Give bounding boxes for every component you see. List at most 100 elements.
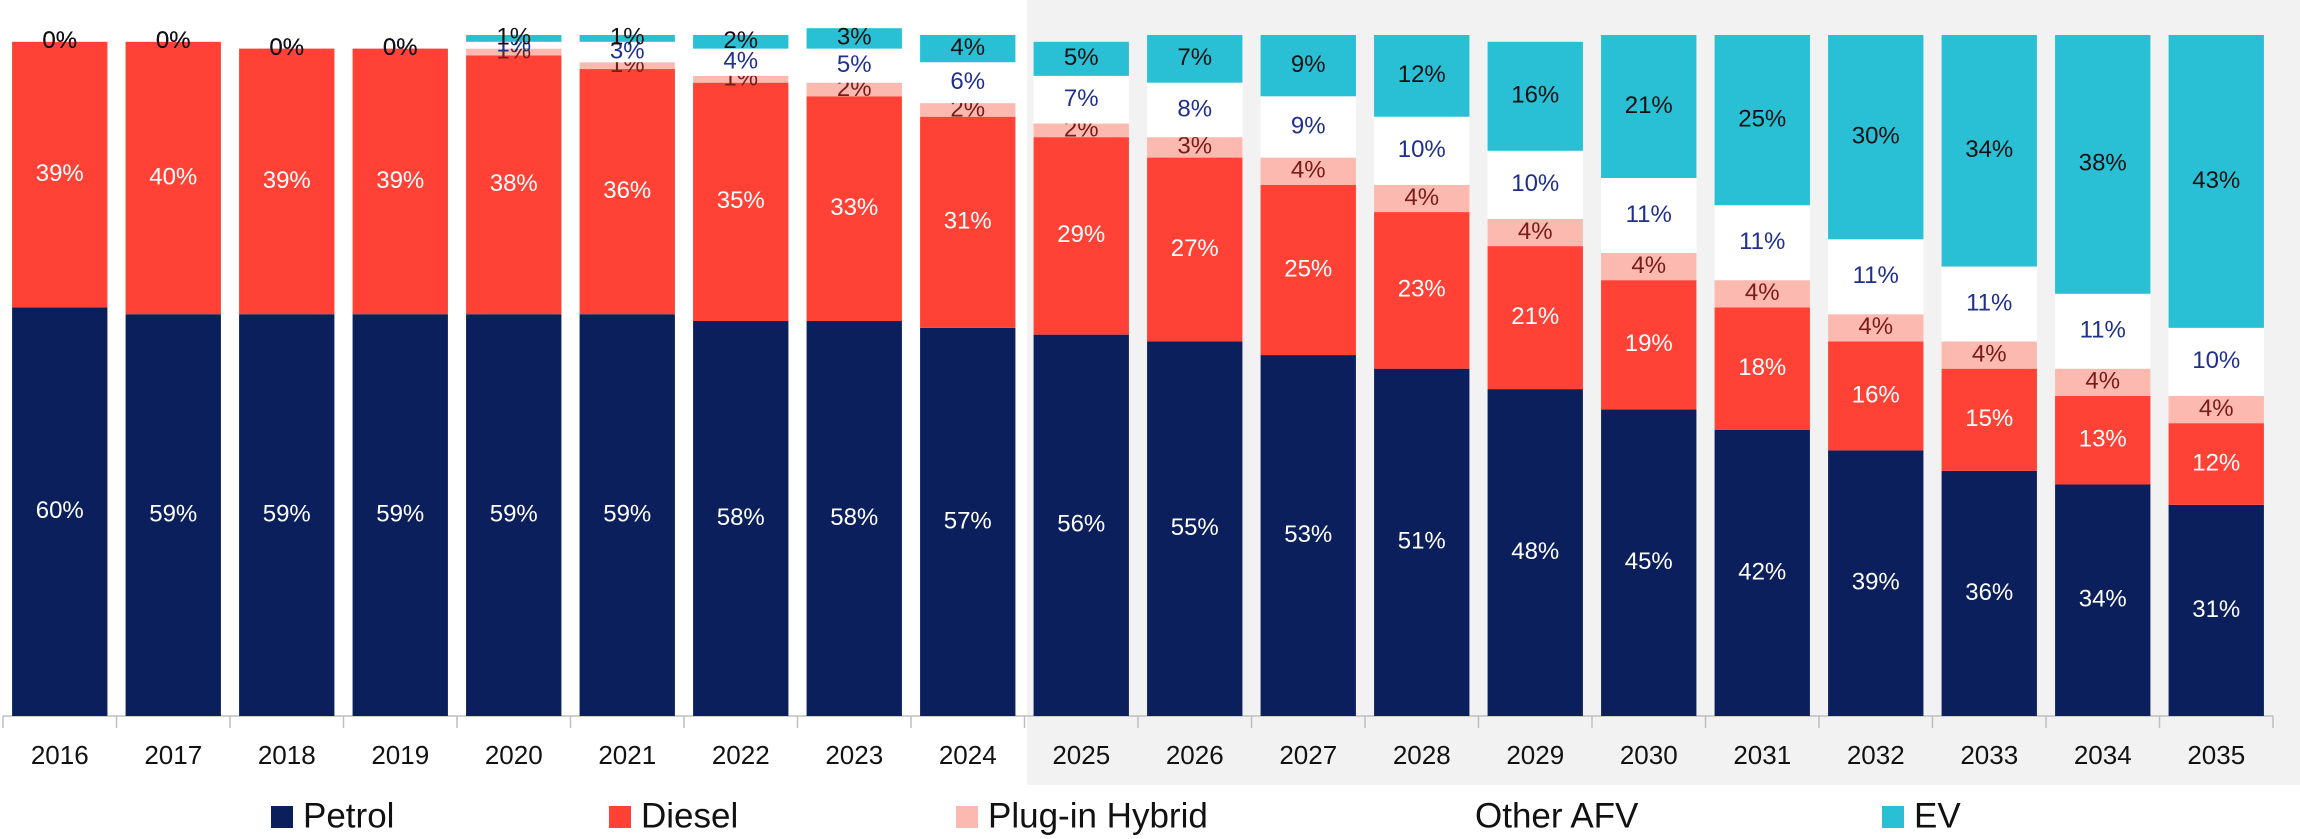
x-tick-label: 2030 <box>1620 740 1678 770</box>
data-label: 31% <box>944 208 992 235</box>
bar-segment <box>1374 35 1470 117</box>
data-label: 48% <box>1511 538 1559 565</box>
data-label: 34% <box>2079 586 2127 613</box>
bar-segment <box>466 35 562 42</box>
bar-segment <box>693 48 789 76</box>
data-label: 57% <box>944 507 992 534</box>
bar-segment <box>1374 368 1470 716</box>
bar-segment <box>1487 246 1583 390</box>
bar-segment <box>579 314 675 716</box>
bar-segment <box>579 41 675 63</box>
bar-segment <box>1033 123 1129 138</box>
bar-segment <box>1374 212 1470 369</box>
data-label: 42% <box>1738 558 1786 585</box>
legend-swatch <box>609 806 631 828</box>
bar-segment <box>1374 116 1470 185</box>
bar-segment <box>2168 395 2264 424</box>
data-label: 19% <box>1625 330 1673 357</box>
bar-segment <box>1374 184 1470 213</box>
bar-segment <box>920 103 1016 117</box>
bar-segment <box>2168 327 2264 396</box>
bar-segment <box>1487 389 1583 716</box>
bar-segment <box>239 314 335 716</box>
legend-swatch <box>1882 806 1904 828</box>
data-label: 31% <box>2192 596 2240 623</box>
data-label: 59% <box>149 500 197 527</box>
bar-segment <box>1601 280 1697 410</box>
data-label: 4% <box>1858 313 1893 340</box>
data-label: 8% <box>1177 95 1212 122</box>
x-tick-label: 2025 <box>1052 740 1110 770</box>
x-tick-label: 2029 <box>1506 740 1564 770</box>
bar-segment <box>1941 470 2037 716</box>
data-label: 10% <box>2192 347 2240 374</box>
data-label: 3% <box>610 37 645 64</box>
bar-segment <box>1033 75 1129 124</box>
legend-label: Diesel <box>641 796 738 835</box>
bar-segment <box>239 48 335 315</box>
bar-segment <box>1941 368 2037 471</box>
data-label: 56% <box>1057 511 1105 538</box>
bar-segment <box>1941 341 2037 369</box>
data-label: 6% <box>950 68 985 95</box>
bar-segment <box>806 96 902 322</box>
bar-segment <box>1828 341 1924 451</box>
bar-segment <box>352 48 448 315</box>
data-label: 36% <box>1965 579 2013 606</box>
bar-segment <box>1147 82 1243 138</box>
data-label: 38% <box>2079 150 2127 177</box>
data-label: 59% <box>603 500 651 527</box>
data-label: 58% <box>717 504 765 531</box>
data-label: 12% <box>2192 449 2240 476</box>
data-label: 58% <box>830 504 878 531</box>
bar-segment <box>1260 355 1356 716</box>
x-tick-label: 2023 <box>825 740 883 770</box>
data-label: 13% <box>2079 426 2127 453</box>
data-label: 59% <box>263 500 311 527</box>
data-label: 39% <box>376 167 424 194</box>
bar-segment <box>806 321 902 716</box>
bar-segment <box>2168 423 2264 505</box>
data-label: 21% <box>1625 92 1673 119</box>
data-label: 59% <box>490 500 538 527</box>
x-tick-label: 2024 <box>939 740 997 770</box>
x-tick-label: 2034 <box>2074 740 2132 770</box>
data-label: 11% <box>2080 317 2126 344</box>
data-label: 4% <box>1631 252 1666 279</box>
bar-segment <box>920 35 1016 63</box>
data-label: 60% <box>36 497 84 524</box>
bar-segment <box>466 48 562 56</box>
bar-segment <box>693 321 789 716</box>
data-label: 12% <box>1398 61 1446 88</box>
data-label: 16% <box>1511 82 1559 109</box>
legend-swatch <box>956 806 978 828</box>
bar-segment <box>1714 35 1810 206</box>
bar-segment <box>806 82 902 97</box>
data-label: 7% <box>1177 44 1212 71</box>
bar-segment <box>1033 137 1129 335</box>
bar-segment <box>2055 35 2151 294</box>
bar-segment <box>920 116 1016 328</box>
bar-segment <box>1260 157 1356 185</box>
bar-segment <box>1714 429 1810 716</box>
bar-segment <box>2055 484 2151 716</box>
data-label: 0% <box>383 34 418 61</box>
data-label: 0% <box>42 27 77 54</box>
data-label: 4% <box>1291 157 1326 184</box>
x-tick-label: 2021 <box>598 740 656 770</box>
data-label: 29% <box>1057 221 1105 248</box>
data-label: 33% <box>830 194 878 221</box>
data-label: 45% <box>1625 548 1673 575</box>
x-tick-label: 2026 <box>1166 740 1224 770</box>
bar-segment <box>466 41 562 49</box>
bar-segment <box>466 314 562 716</box>
x-tick-label: 2016 <box>31 740 89 770</box>
bar-segment <box>1828 314 1924 342</box>
data-label: 5% <box>1064 44 1099 71</box>
data-label: 59% <box>376 500 424 527</box>
bar-segment <box>1260 35 1356 97</box>
x-tick-label: 2031 <box>1733 740 1791 770</box>
bar-segment <box>1487 218 1583 247</box>
data-label: 4% <box>1745 279 1780 306</box>
x-tick-label: 2032 <box>1847 740 1905 770</box>
